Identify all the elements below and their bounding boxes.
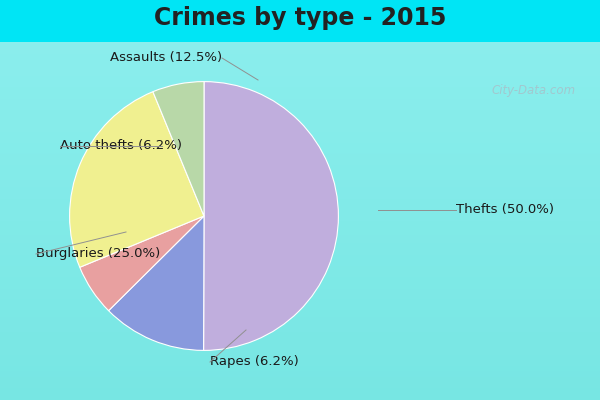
Text: Assaults (12.5%): Assaults (12.5%) — [110, 52, 222, 64]
Wedge shape — [80, 216, 204, 311]
Wedge shape — [109, 216, 204, 350]
Text: City-Data.com: City-Data.com — [492, 84, 576, 97]
Text: Rapes (6.2%): Rapes (6.2%) — [210, 356, 299, 368]
Wedge shape — [153, 82, 204, 216]
Text: Crimes by type - 2015: Crimes by type - 2015 — [154, 6, 446, 30]
Wedge shape — [203, 82, 338, 350]
Wedge shape — [70, 92, 204, 267]
Text: Burglaries (25.0%): Burglaries (25.0%) — [36, 248, 160, 260]
Text: Thefts (50.0%): Thefts (50.0%) — [456, 204, 554, 216]
Text: Auto thefts (6.2%): Auto thefts (6.2%) — [60, 140, 182, 152]
